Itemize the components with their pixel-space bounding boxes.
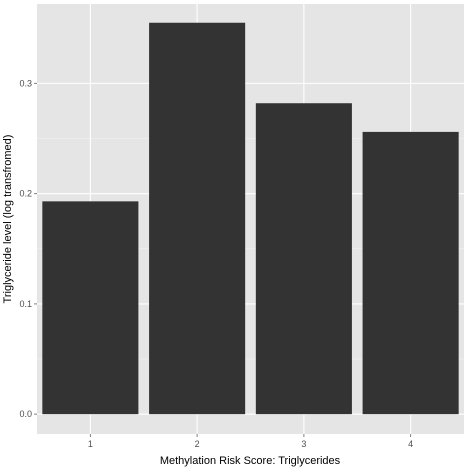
y-tick-label: 0.1 xyxy=(19,299,32,309)
x-tick-label: 2 xyxy=(195,439,200,449)
x-tick-label: 1 xyxy=(88,439,93,449)
bar-3 xyxy=(255,103,352,415)
x-tick-label: 3 xyxy=(301,439,306,449)
y-tick-label: 0.3 xyxy=(19,78,32,88)
bar-4 xyxy=(362,131,459,415)
bar-1 xyxy=(42,201,139,415)
bar-2 xyxy=(149,22,246,415)
y-axis: 0.0 0.1 0.2 0.3 xyxy=(19,78,37,419)
x-axis: 1 2 3 4 xyxy=(88,434,413,449)
bars xyxy=(42,22,459,415)
x-axis-title: Methylation Risk Score: Triglycerides xyxy=(160,455,341,467)
y-axis-title: Triglyceride level (log transfromed) xyxy=(2,135,14,304)
y-tick-label: 0.0 xyxy=(19,409,32,419)
x-tick-label: 4 xyxy=(408,439,413,449)
y-tick-label: 0.2 xyxy=(19,189,32,199)
